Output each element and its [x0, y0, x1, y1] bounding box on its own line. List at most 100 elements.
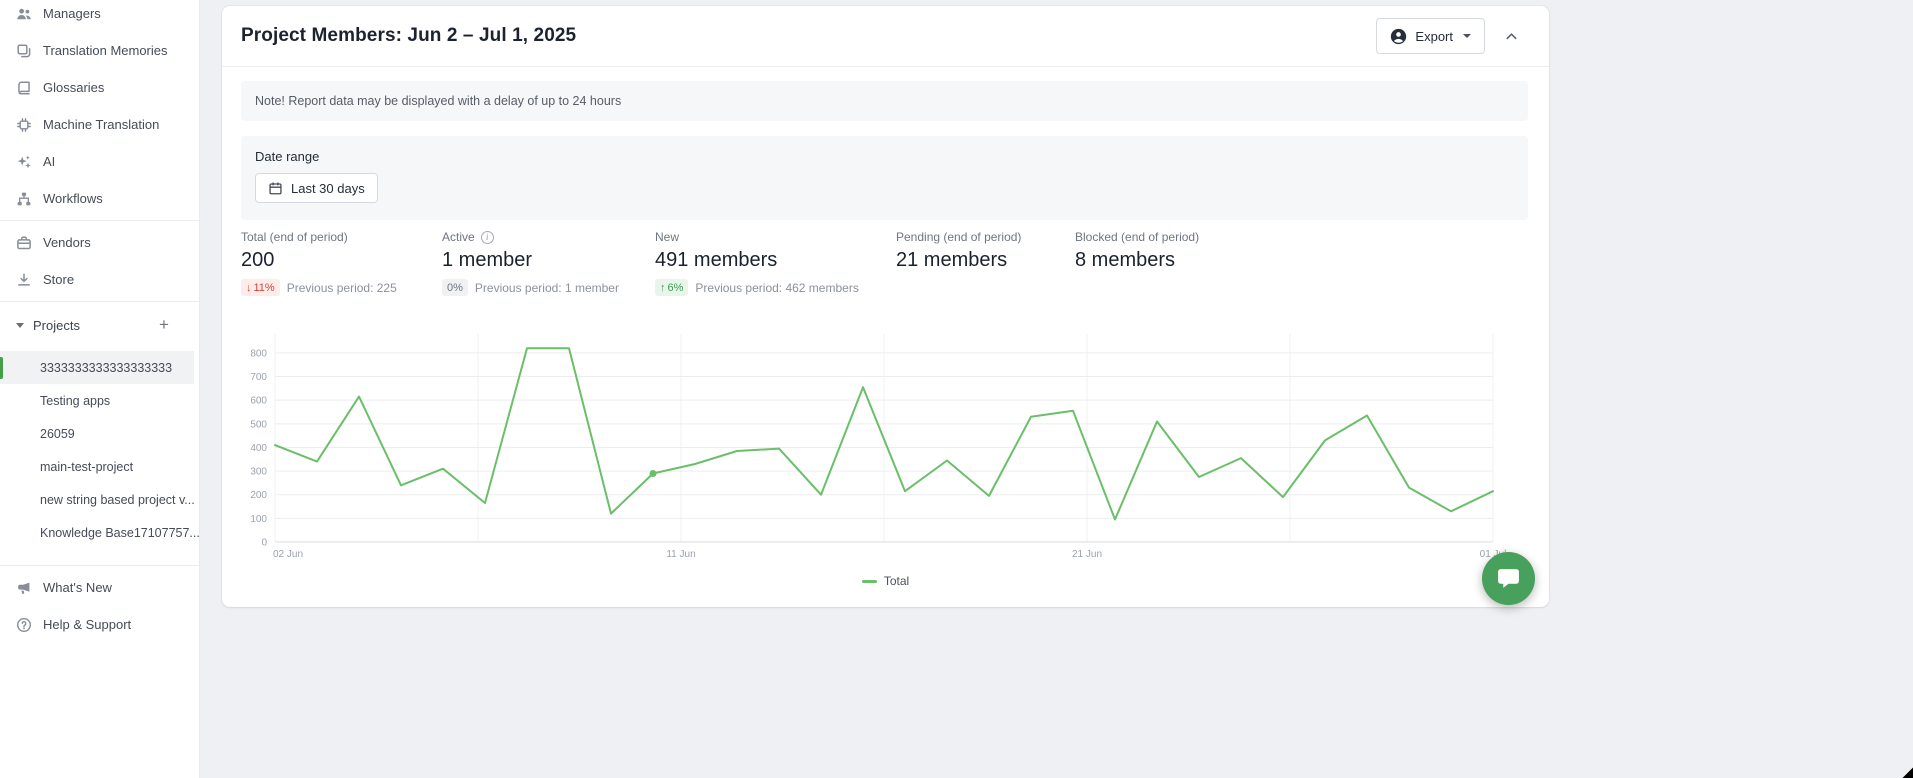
date-range-button[interactable]: Last 30 days	[255, 173, 378, 203]
chart-legend[interactable]: Total	[222, 574, 1549, 588]
ai-sparkles-icon	[16, 154, 32, 170]
sidebar-item-label: Translation Memories	[43, 43, 168, 58]
project-item-label: 3333333333333333333	[40, 360, 173, 375]
sidebar-item-whats-new[interactable]: What's New	[0, 569, 199, 606]
glossaries-icon	[16, 80, 32, 96]
chart-canvas: 0 100 200 300 400 500 600 700 800 02 Jun 11 Jun 21 …	[250, 334, 1507, 560]
sidebar-divider	[0, 220, 199, 221]
svg-text:700: 700	[250, 372, 267, 383]
svg-text:400: 400	[250, 443, 267, 454]
stat-delta-row: 0% Previous period: 1 member	[442, 279, 655, 296]
translation-memories-icon	[16, 43, 32, 59]
stat-label: Active i	[442, 230, 655, 244]
svg-text:11 Jun: 11 Jun	[666, 549, 695, 560]
vendors-icon	[16, 235, 32, 251]
calendar-icon	[268, 181, 283, 196]
members-line-chart: 0 100 200 300 400 500 600 700 800 02 Jun 11 Jun 21 …	[241, 328, 1528, 566]
sidebar-item-store[interactable]: Store	[0, 261, 199, 298]
trend-badge-neutral: 0%	[442, 279, 468, 296]
stat-label: Pending (end of period)	[896, 230, 1022, 244]
trend-badge-negative: ↓ 11%	[241, 279, 280, 296]
collapse-report-button[interactable]	[1500, 25, 1522, 47]
svg-text:200: 200	[250, 490, 267, 501]
project-item-label: 26059	[40, 426, 75, 441]
projects-header-label: Projects	[33, 317, 80, 333]
legend-label: Total	[883, 574, 910, 588]
project-item[interactable]: Knowledge Base17107757...	[0, 516, 199, 549]
svg-text:300: 300	[250, 467, 267, 478]
stat-value: 491 members	[655, 249, 778, 271]
report-card: Project Members: Jun 2 – Jul 1, 2025 Exp…	[222, 6, 1549, 607]
stat-label: New	[655, 230, 680, 244]
date-range-label: Date range	[255, 149, 320, 164]
svg-text:100: 100	[250, 514, 267, 525]
sidebar-item-label: Glossaries	[43, 80, 105, 95]
managers-icon	[16, 6, 32, 22]
chat-bubble-icon	[1496, 566, 1521, 591]
project-item[interactable]: new string based project v...	[0, 483, 199, 516]
help-circle-icon	[16, 617, 32, 633]
sidebar-item-label: AI	[43, 154, 56, 169]
stat-label: Blocked (end of period)	[1075, 230, 1200, 244]
add-project-button[interactable]: +	[159, 315, 169, 334]
stat-new: New 491 members ↑ 6% Previous period: 462…	[655, 230, 896, 296]
workflows-icon	[16, 191, 32, 207]
svg-text:0: 0	[261, 538, 267, 549]
chat-launcher-button[interactable]	[1482, 552, 1535, 605]
mouse-cursor	[1899, 764, 1913, 778]
machine-translation-icon	[16, 117, 32, 133]
project-item[interactable]: 26059	[0, 417, 199, 450]
stat-label: Total (end of period)	[241, 230, 348, 244]
stat-total: Total (end of period) 200 ↓ 11% Previous …	[241, 230, 442, 296]
stat-value: 200	[241, 249, 275, 271]
sidebar-item-ai[interactable]: AI	[0, 143, 199, 180]
project-item[interactable]: Testing apps	[0, 384, 199, 417]
stat-value: 21 members	[896, 249, 1008, 271]
sidebar-item-translation-memories[interactable]: Translation Memories	[0, 32, 199, 69]
project-item-label: Knowledge Base17107757...	[40, 525, 199, 540]
trend-badge-positive: ↑ 6%	[655, 279, 689, 296]
date-range-panel: Date range Last 30 days	[241, 136, 1528, 220]
sidebar-item-label: Managers	[43, 6, 101, 21]
sidebar-item-label: Machine Translation	[43, 117, 160, 132]
svg-text:02 Jun: 02 Jun	[273, 549, 303, 560]
report-header: Project Members: Jun 2 – Jul 1, 2025 Exp…	[222, 6, 1549, 67]
legend-line-swatch	[861, 579, 877, 583]
stat-blocked: Blocked (end of period) 8 members	[1075, 230, 1528, 296]
trend-down-icon: ↓	[246, 281, 252, 294]
chevron-up-icon	[1504, 29, 1519, 44]
sidebar-item-help-support[interactable]: Help & Support	[0, 606, 199, 643]
sidebar-item-label: Help & Support	[43, 617, 132, 632]
project-item-label: main-test-project	[40, 459, 134, 474]
svg-text:01 Jul: 01 Jul	[1480, 549, 1507, 560]
projects-section-header[interactable]: Projects +	[0, 308, 199, 342]
megaphone-icon	[16, 580, 32, 596]
sidebar: Managers Translation Memories Glossaries…	[0, 0, 200, 778]
sidebar-item-glossaries[interactable]: Glossaries	[0, 69, 199, 106]
export-button-label: Export	[1415, 28, 1453, 44]
date-range-value: Last 30 days	[291, 180, 365, 196]
delay-note-banner: Note! Report data may be displayed with …	[241, 81, 1528, 121]
svg-text:500: 500	[250, 419, 267, 430]
stat-delta-row: ↑ 6% Previous period: 462 members	[655, 279, 896, 296]
project-item-selected[interactable]: 3333333333333333333	[0, 351, 194, 384]
stat-value: 1 member	[442, 249, 533, 271]
stat-delta-row: ↓ 11% Previous period: 225	[241, 279, 442, 296]
project-list: 3333333333333333333 Testing apps 26059 m…	[0, 351, 199, 549]
sidebar-item-label: What's New	[43, 580, 112, 595]
stat-pending: Pending (end of period) 21 members	[896, 230, 1075, 296]
sidebar-item-machine-translation[interactable]: Machine Translation	[0, 106, 199, 143]
svg-text:800: 800	[250, 348, 267, 359]
trend-up-icon: ↑	[660, 281, 666, 294]
project-item[interactable]: main-test-project	[0, 450, 199, 483]
stats-row: Total (end of period) 200 ↓ 11% Previous …	[241, 230, 1528, 296]
sidebar-item-workflows[interactable]: Workflows	[0, 180, 199, 217]
export-button[interactable]: Export	[1376, 18, 1485, 54]
previous-period-text: Previous period: 225	[286, 280, 397, 295]
sidebar-item-managers[interactable]: Managers	[0, 0, 199, 32]
sidebar-item-vendors[interactable]: Vendors	[0, 224, 199, 261]
project-item-label: new string based project v...	[40, 492, 195, 507]
svg-text:21 Jun: 21 Jun	[1072, 549, 1102, 560]
info-icon[interactable]: i	[480, 230, 494, 244]
